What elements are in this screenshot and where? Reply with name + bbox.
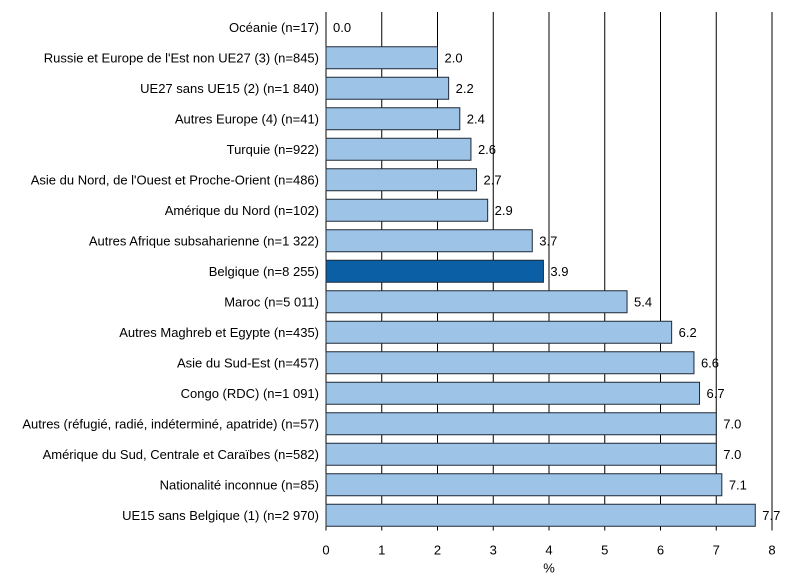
bar-4 [325, 137, 472, 161]
value-label-8: 3.9 [550, 264, 568, 279]
bar-13 [325, 412, 717, 436]
x-axis-title: % [543, 561, 555, 576]
value-label-13: 7.0 [723, 416, 741, 431]
x-tick-label-3: 3 [490, 543, 497, 558]
value-label-7: 3.7 [539, 233, 557, 248]
value-labels: 0.0 2.0 2.2 2.4 2.6 2.7 2.9 3.7 3.9 5.4 6.2 6.6 6.7 7… [333, 20, 780, 523]
category-label-2: UE27 sans UE15 (2) (n=1 840) [140, 81, 319, 96]
category-labels: Océanie (n=17) Russie et Europe de l'Est … [22, 20, 319, 523]
value-label-1: 2.0 [445, 50, 463, 65]
bar-3 [325, 107, 461, 131]
bar-5 [325, 168, 478, 192]
x-tick-label-7: 7 [713, 543, 720, 558]
x-axis-ticks: 0 1 2 3 4 5 6 7 8 [322, 543, 775, 558]
bar-8 [325, 259, 544, 283]
value-label-0: 0.0 [333, 20, 351, 35]
bar-7 [325, 229, 533, 253]
bar-9 [325, 290, 628, 314]
x-tick-label-8: 8 [768, 543, 775, 558]
bar-10 [325, 320, 673, 344]
value-label-15: 7.1 [729, 477, 747, 492]
category-label-3: Autres Europe (4) (n=41) [175, 111, 319, 126]
category-label-1: Russie et Europe de l'Est non UE27 (3) (… [44, 50, 319, 65]
category-label-12: Congo (RDC) (n=1 091) [181, 386, 319, 401]
category-label-11: Asie du Sud-Est (n=457) [177, 355, 319, 370]
bar-15 [325, 473, 723, 497]
bars [325, 46, 756, 527]
category-label-0: Océanie (n=17) [229, 20, 319, 35]
bar-6 [325, 198, 489, 222]
x-tick-label-0: 0 [322, 543, 329, 558]
value-label-4: 2.6 [478, 142, 496, 157]
value-label-5: 2.7 [484, 172, 502, 187]
category-label-15: Nationalité inconnue (n=85) [160, 477, 319, 492]
bar-16 [325, 503, 756, 527]
bar-1 [325, 46, 438, 70]
value-label-16: 7.7 [762, 508, 780, 523]
value-label-12: 6.7 [707, 386, 725, 401]
category-label-6: Amérique du Nord (n=102) [165, 203, 319, 218]
category-label-10: Autres Maghreb et Egypte (n=435) [119, 325, 319, 340]
x-tick-label-4: 4 [545, 543, 552, 558]
category-label-16: UE15 sans Belgique (1) (n=2 970) [122, 508, 319, 523]
value-label-3: 2.4 [467, 111, 485, 126]
value-label-6: 2.9 [495, 203, 513, 218]
value-label-11: 6.6 [701, 355, 719, 370]
bar-14 [325, 442, 717, 466]
category-label-13: Autres (réfugié, radié, indéterminé, apa… [22, 416, 319, 431]
value-label-9: 5.4 [634, 294, 652, 309]
category-label-5: Asie du Nord, de l'Ouest et Proche-Orien… [31, 172, 319, 187]
category-label-9: Maroc (n=5 011) [224, 294, 319, 309]
x-tick-label-5: 5 [601, 543, 608, 558]
x-tick-label-6: 6 [657, 543, 664, 558]
bar-12 [325, 381, 701, 405]
category-label-7: Autres Afrique subsaharienne (n=1 322) [89, 233, 319, 248]
bar-11 [325, 351, 695, 375]
x-tick-label-2: 2 [434, 543, 441, 558]
category-label-8: Belgique (n=8 255) [209, 264, 319, 279]
value-label-2: 2.2 [456, 81, 474, 96]
category-label-4: Turquie (n=922) [227, 142, 319, 157]
category-label-14: Amérique du Sud, Centrale et Caraïbes (n… [43, 447, 319, 462]
x-tick-label-1: 1 [378, 543, 385, 558]
bar-2 [325, 76, 450, 100]
value-label-14: 7.0 [723, 447, 741, 462]
value-label-10: 6.2 [679, 325, 697, 340]
